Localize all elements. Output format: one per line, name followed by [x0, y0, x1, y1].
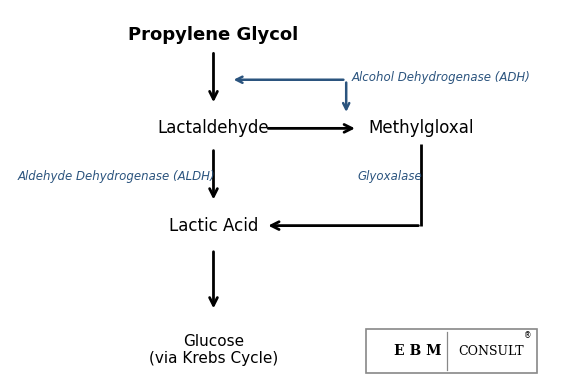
Text: Aldehyde Dehydrogenase (ALDH): Aldehyde Dehydrogenase (ALDH)	[17, 170, 215, 184]
Text: Glyoxalase: Glyoxalase	[358, 170, 422, 184]
Bar	[366, 329, 537, 373]
Text: E B M: E B M	[394, 344, 441, 358]
Text: ®: ®	[524, 331, 532, 340]
Text: Lactaldehyde: Lactaldehyde	[158, 119, 269, 137]
Text: Propylene Glycol: Propylene Glycol	[128, 26, 299, 44]
Text: Glucose
(via Krebs Cycle): Glucose (via Krebs Cycle)	[149, 334, 278, 366]
Text: Lactic Acid: Lactic Acid	[169, 217, 258, 235]
Text: CONSULT: CONSULT	[458, 345, 523, 357]
Text: Methylgloxal: Methylgloxal	[369, 119, 474, 137]
Text: Alcohol Dehydrogenase (ADH): Alcohol Dehydrogenase (ADH)	[352, 71, 531, 84]
